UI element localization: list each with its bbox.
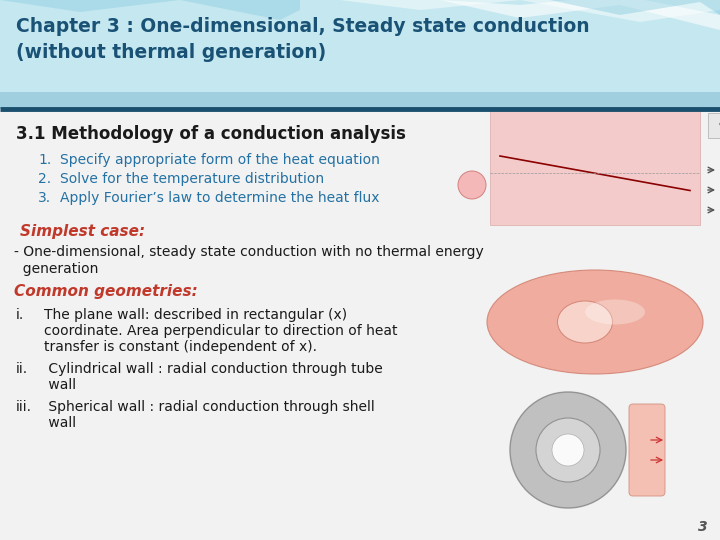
Text: transfer is constant (independent of x).: transfer is constant (independent of x). [44,340,317,354]
Text: (without thermal generation): (without thermal generation) [16,44,326,63]
Circle shape [510,392,626,508]
Text: Specify appropriate form of the heat equation: Specify appropriate form of the heat equ… [60,153,380,167]
Text: Cold fluid: Cold fluid [719,123,720,127]
FancyBboxPatch shape [708,113,720,138]
Text: generation: generation [14,262,99,276]
Polygon shape [340,0,720,22]
Text: Chapter 3 : One-dimensional, Steady state conduction: Chapter 3 : One-dimensional, Steady stat… [16,17,590,37]
Text: Apply Fourier’s law to determine the heat flux: Apply Fourier’s law to determine the hea… [60,191,379,205]
Circle shape [552,434,584,466]
Text: Solve for the temperature distribution: Solve for the temperature distribution [60,172,324,186]
Text: 3.1 Methodology of a conduction analysis: 3.1 Methodology of a conduction analysis [16,125,406,143]
Text: 3: 3 [698,520,708,534]
Text: Simplest case:: Simplest case: [20,224,145,239]
Text: ii.: ii. [16,362,28,376]
Text: iii.: iii. [16,400,32,414]
Ellipse shape [487,270,703,374]
Ellipse shape [557,301,613,343]
Circle shape [536,418,600,482]
Polygon shape [0,0,300,20]
Text: Cylindrical wall : radial conduction through tube: Cylindrical wall : radial conduction thr… [44,362,383,376]
Polygon shape [550,0,720,15]
Text: wall: wall [44,416,76,430]
Polygon shape [440,0,720,30]
Ellipse shape [585,300,645,325]
Text: 2.: 2. [38,172,51,186]
Bar [0,92,720,110]
Bar [0,109,720,540]
Text: Common geometries:: Common geometries: [14,284,198,299]
Text: i.: i. [16,308,24,322]
FancyBboxPatch shape [629,404,665,496]
Text: The plane wall: described in rectangular (x): The plane wall: described in rectangular… [44,308,347,322]
Text: 3.: 3. [38,191,51,205]
Text: Spherical wall : radial conduction through shell: Spherical wall : radial conduction throu… [44,400,374,414]
Text: - One-dimensional, steady state conduction with no thermal energy: - One-dimensional, steady state conducti… [14,245,484,259]
Text: coordinate. Area perpendicular to direction of heat: coordinate. Area perpendicular to direct… [44,324,397,338]
Text: 1.: 1. [38,153,51,167]
FancyBboxPatch shape [490,110,700,225]
Circle shape [458,171,486,199]
Text: wall: wall [44,378,76,392]
Bar [0,0,720,110]
